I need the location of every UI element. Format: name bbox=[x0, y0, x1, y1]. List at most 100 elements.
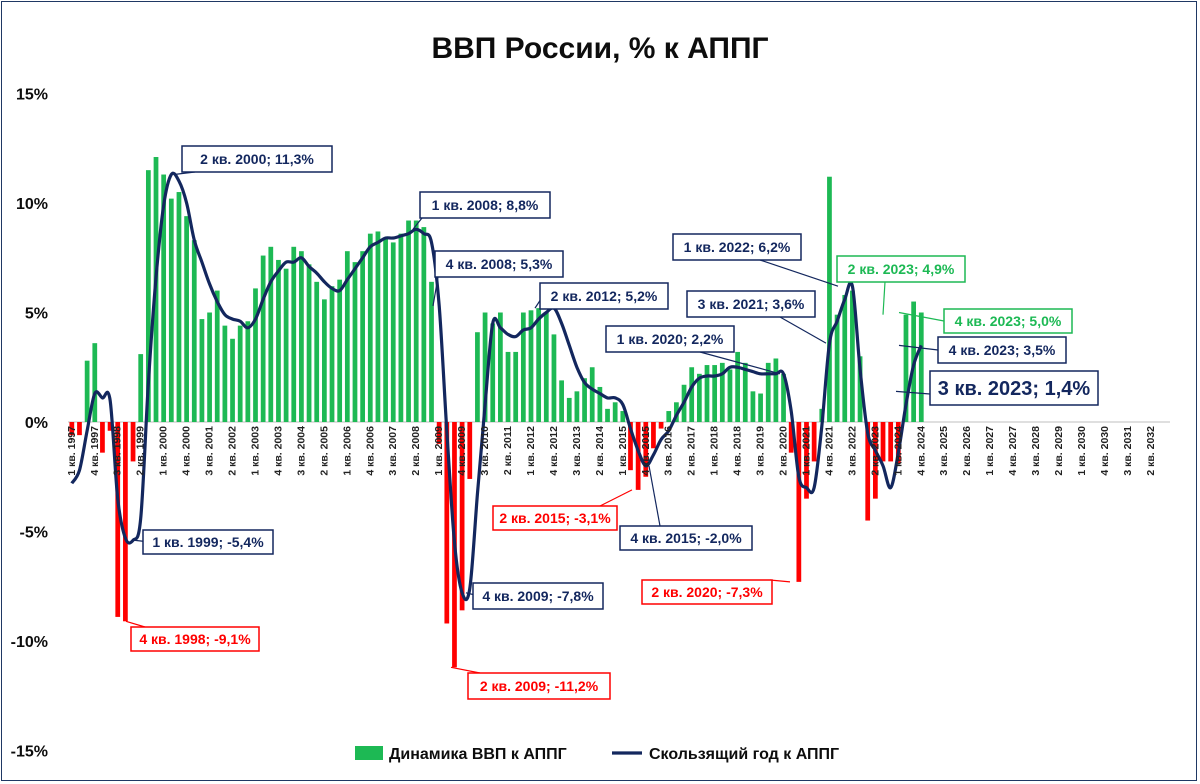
gdp-bar bbox=[199, 319, 205, 422]
gdp-bar bbox=[635, 422, 641, 490]
gdp-bar bbox=[314, 281, 320, 422]
annotation-leader-line bbox=[895, 390, 931, 395]
annotation-callout: 4 кв. 2008; 5,3% bbox=[432, 250, 564, 307]
annotation-label: 1 кв. 2020; 2,2% bbox=[617, 331, 724, 347]
annotation-leader-line bbox=[699, 351, 781, 375]
annotation-leader-line bbox=[882, 281, 886, 315]
gdp-bar bbox=[230, 338, 235, 422]
x-tick-label: 1 кв. 2024 bbox=[892, 426, 904, 476]
gdp-bar bbox=[597, 386, 603, 422]
gdp-bars-series bbox=[69, 157, 924, 668]
x-tick-label: 3 кв. 2013 bbox=[571, 426, 583, 476]
gdp-bar bbox=[551, 334, 557, 422]
gdp-bar bbox=[827, 176, 832, 422]
gdp-bar bbox=[872, 422, 878, 499]
x-tick-label: 2 кв. 2023 bbox=[869, 426, 881, 476]
annotation-box bbox=[937, 336, 1067, 364]
y-tick-label: 10% bbox=[16, 196, 48, 213]
annotation-box bbox=[605, 325, 735, 353]
annotation-box bbox=[619, 525, 753, 551]
annotation-box bbox=[492, 505, 618, 531]
gdp-bar bbox=[268, 246, 274, 422]
gdp-bar bbox=[245, 321, 251, 422]
y-tick-label: -15% bbox=[11, 744, 48, 761]
annotation-label: 4 кв. 2023; 3,5% bbox=[949, 342, 1056, 358]
gdp-bar bbox=[84, 360, 90, 422]
annotation-leader-line bbox=[125, 620, 146, 628]
legend-swatch-bars bbox=[355, 746, 383, 760]
annotation-label: 2 кв. 2015; -3,1% bbox=[499, 510, 611, 526]
annotation-callout: 2 кв. 2009; -11,2% bbox=[450, 666, 611, 700]
y-tick-label: 0% bbox=[25, 415, 48, 432]
annotation-box bbox=[836, 255, 966, 283]
gdp-bar bbox=[130, 422, 136, 462]
x-tick-label: 3 кв. 2007 bbox=[387, 426, 399, 476]
gdp-bar bbox=[352, 262, 358, 422]
annotation-box bbox=[130, 626, 260, 652]
y-axis-ticks: 15% 10% 5% 0% -5% -10% -15% bbox=[11, 87, 48, 761]
y-tick-label: -10% bbox=[11, 634, 48, 651]
gdp-bar bbox=[406, 220, 411, 422]
gdp-bar bbox=[643, 422, 649, 477]
annotation-label: 4 кв. 2009; -7,8% bbox=[482, 588, 594, 604]
gdp-bar bbox=[329, 286, 335, 422]
x-tick-label: 3 кв. 2028 bbox=[1030, 426, 1042, 476]
annotation-leader-line bbox=[769, 579, 791, 583]
annotation-callout: 4 кв. 1998; -9,1% bbox=[125, 620, 260, 652]
x-tick-label: 3 кв. 2010 bbox=[479, 426, 491, 476]
gdp-bar bbox=[658, 422, 664, 429]
x-tick-label: 1 кв. 2027 bbox=[984, 426, 996, 476]
x-tick-label: 1 кв. 2009 bbox=[433, 426, 445, 476]
x-tick-label: 1 кв. 2006 bbox=[341, 426, 353, 476]
annotation-box bbox=[434, 250, 564, 278]
gdp-bar bbox=[184, 216, 189, 422]
gdp-bar bbox=[528, 310, 534, 422]
gdp-bar bbox=[367, 233, 373, 422]
gdp-bar bbox=[299, 251, 304, 422]
annotation-label: 1 кв. 2022; 6,2% bbox=[684, 239, 791, 255]
gdp-bar bbox=[115, 422, 121, 617]
gdp-bar bbox=[536, 308, 542, 422]
annotation-leader-line bbox=[432, 276, 439, 307]
annotation-callout: 4 кв. 2009; -7,8% bbox=[465, 582, 604, 610]
gdp-bar bbox=[69, 422, 75, 436]
gdp-bar bbox=[666, 411, 672, 422]
x-tick-label: 3 кв. 2019 bbox=[755, 426, 767, 476]
x-tick-label: 2 кв. 1999 bbox=[135, 426, 147, 476]
gdp-bar bbox=[505, 351, 511, 422]
annotation-box bbox=[419, 191, 551, 219]
annotation-label: 2 кв. 2000; 11,3% bbox=[200, 151, 314, 167]
annotation-callout: 4 кв. 2023; 3,5% bbox=[898, 336, 1067, 364]
annotation-callout: 1 кв. 2008; 8,8% bbox=[412, 191, 551, 230]
annotation-box bbox=[142, 529, 274, 555]
gdp-bar bbox=[589, 367, 595, 422]
annotation-leader-line bbox=[648, 465, 661, 527]
x-tick-label: 1 кв. 2021 bbox=[801, 426, 813, 476]
gdp-bar bbox=[237, 325, 243, 422]
y-tick-label: -5% bbox=[20, 525, 48, 542]
gdp-bar bbox=[719, 362, 725, 422]
gdp-bar bbox=[207, 312, 212, 422]
gdp-bar bbox=[559, 380, 564, 422]
gdp-bar bbox=[628, 422, 633, 471]
gdp-bar bbox=[758, 393, 763, 422]
gdp-bar bbox=[475, 332, 480, 422]
annotation-label: 4 кв. 2015; -2,0% bbox=[630, 530, 742, 546]
annotation-label: 3 кв. 2021; 3,6% bbox=[698, 296, 805, 312]
x-tick-label: 4 кв. 2003 bbox=[273, 426, 285, 476]
gdp-bar bbox=[375, 231, 381, 422]
gdp-bar bbox=[857, 356, 863, 422]
x-tick-label: 4 кв. 2009 bbox=[456, 426, 468, 476]
x-tick-label: 2 кв. 2002 bbox=[227, 426, 239, 476]
gdp-bar bbox=[796, 422, 802, 582]
gdp-bar bbox=[704, 365, 710, 422]
gdp-bar bbox=[865, 422, 871, 521]
gdp-bar bbox=[620, 411, 626, 422]
gdp-bar bbox=[727, 369, 733, 422]
x-tick-label: 2 кв. 2005 bbox=[318, 426, 330, 476]
annotation-leader-line bbox=[412, 217, 423, 230]
x-tick-label: 3 кв. 1998 bbox=[112, 426, 124, 476]
x-tick-label: 4 кв. 2006 bbox=[364, 426, 376, 476]
